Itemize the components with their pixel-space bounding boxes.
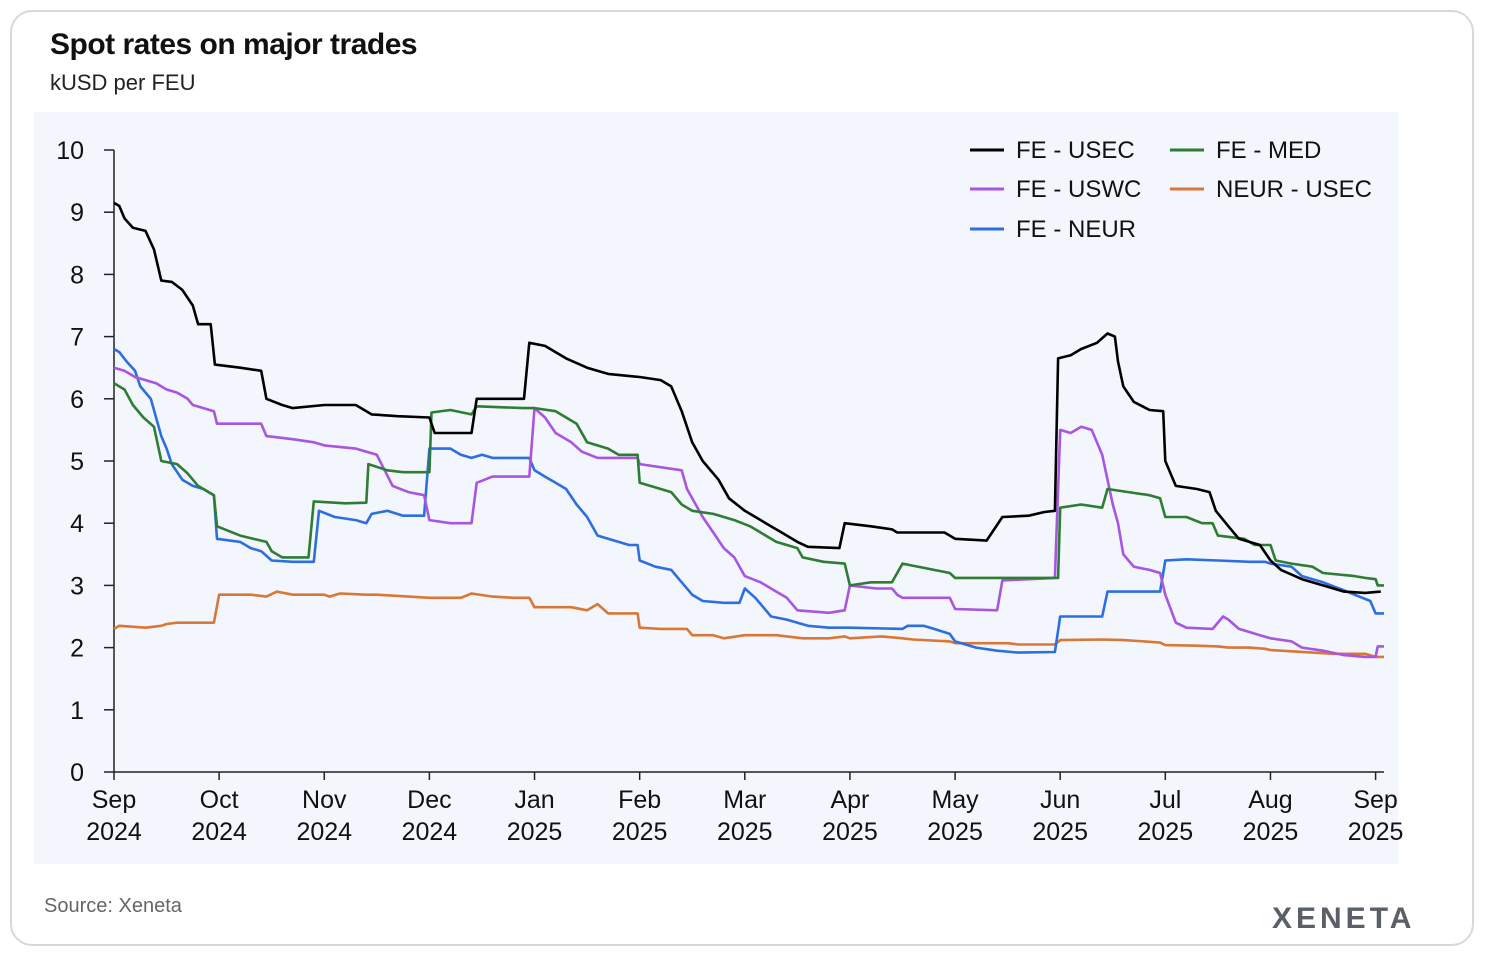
y-tick-label: 5 [70,448,84,476]
legend-label: NEUR - USEC [1216,176,1372,203]
x-tick-year-label: 2025 [1138,818,1194,846]
x-tick-label: Nov [302,786,347,814]
series-line-fe-usec [113,201,1381,595]
y-tick-label: 6 [70,386,84,414]
y-tick-label: 10 [56,137,84,165]
x-tick-label: Oct [200,786,239,814]
x-tick-year-label: 2025 [927,818,983,846]
series-lines [113,201,1384,659]
x-tick-year-label: 2024 [86,818,142,846]
x-tick-year-label: 2024 [296,818,352,846]
series-line-neur-usec [113,590,1384,659]
y-tick-label: 0 [70,759,84,787]
legend-label: FE - MED [1216,137,1321,164]
x-tick-year-label: 2025 [1032,818,1088,846]
axes: 0 1 2 3 4 5 6 7 8 9 10 Sep 2024 Oct 2024 Nov 2024 Dec 2024… [56,137,1403,846]
x-tick-label: May [931,786,979,814]
y-tick-label: 9 [70,199,84,227]
legend-label: FE - USWC [1016,176,1141,203]
plot-background [34,112,1398,864]
y-tick-label: 7 [70,324,84,352]
y-tick-label: 3 [70,572,84,600]
series-line-fe-uswc [113,366,1384,659]
x-tick-label: Mar [723,786,766,814]
chart-subtitle: kUSD per FEU [50,70,196,95]
y-tick-label: 4 [70,510,84,538]
x-tick-label: Sep [1353,786,1397,814]
series-line-fe-med [113,382,1384,587]
x-tick-year-label: 2025 [1348,818,1404,846]
x-tick-label: Jun [1040,786,1080,814]
x-tick-year-label: 2025 [612,818,668,846]
brand-logo: XENETA [1272,902,1416,935]
series-line-fe-neur [113,347,1384,654]
legend: FE - USEC FE - MED FE - USWC NEUR - USEC FE … [970,137,1372,243]
x-tick-label: Jul [1149,786,1181,814]
y-tick-label: 1 [70,697,84,725]
legend-label: FE - NEUR [1016,216,1136,243]
x-tick-year-label: 2025 [1243,818,1299,846]
x-tick-year-label: 2024 [191,818,247,846]
y-tick-label: 2 [70,635,84,663]
chart-title: Spot rates on major trades [50,28,418,61]
source-note: Source: Xeneta [44,895,182,917]
legend-label: FE - USEC [1016,137,1135,164]
x-tick-label: Jan [514,786,554,814]
x-tick-label: Sep [92,786,136,814]
x-tick-year-label: 2025 [717,818,773,846]
x-tick-year-label: 2025 [507,818,563,846]
y-tick-label: 8 [70,261,84,289]
x-tick-label: Aug [1248,786,1292,814]
x-tick-year-label: 2025 [822,818,878,846]
x-tick-label: Apr [830,786,869,814]
x-tick-label: Feb [618,786,661,814]
x-tick-year-label: 2024 [402,818,458,846]
x-tick-label: Dec [407,786,451,814]
